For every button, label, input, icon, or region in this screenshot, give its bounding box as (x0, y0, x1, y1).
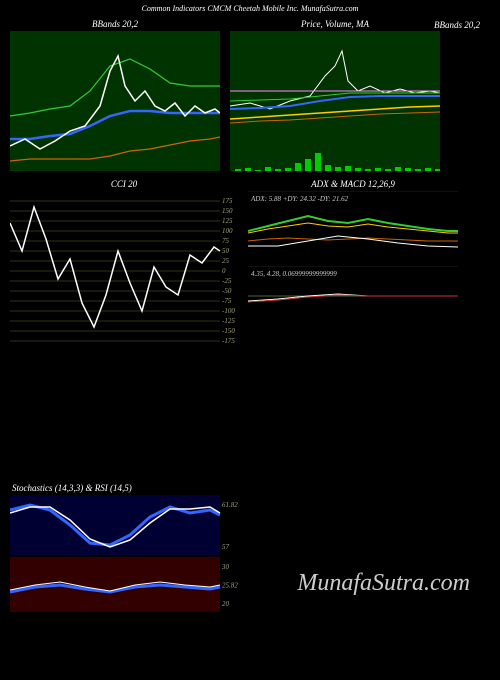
price-ma-panel: Price, Volume, MA (230, 17, 440, 171)
svg-text:61.82: 61.82 (222, 501, 238, 509)
cci-title: CCI 20 (10, 177, 238, 191)
bbands-title: BBands 20,2 (10, 17, 220, 31)
svg-text:0: 0 (222, 267, 226, 275)
svg-text:4.35, 4.28, 0.06999999999999: 4.35, 4.28, 0.06999999999999 (251, 270, 337, 278)
svg-text:ADX: 5.88 +DY: 24.32 -DY: 21: ADX: 5.88 +DY: 24.32 -DY: 21.62 (250, 195, 349, 203)
svg-text:25: 25 (222, 257, 230, 265)
svg-text:75: 75 (222, 237, 230, 245)
adx-title: ADX & MACD 12,26,9 (248, 177, 458, 191)
svg-text:-150: -150 (222, 327, 235, 335)
stochastics-chart-1: 61.82 57 (10, 495, 238, 555)
svg-text:-50: -50 (222, 287, 232, 295)
cci-chart: 175 150 125 100 75 50 25 0 -25 -50 -75 -100 -125 -150… (10, 191, 238, 351)
svg-text:-175: -175 (222, 337, 235, 345)
row-3: 61.82 57 30 25.82 20 (0, 495, 500, 612)
page-title: Common Indicators CMCM Cheetah Mobile In… (0, 0, 500, 17)
bbands-chart (10, 31, 220, 171)
svg-text:57: 57 (222, 543, 230, 551)
stochastics-chart-2: 30 25.82 20 (10, 557, 238, 612)
svg-text:25.82: 25.82 (222, 582, 238, 590)
spacer (0, 351, 500, 481)
svg-text:175: 175 (222, 197, 233, 205)
price-ma-chart (230, 31, 440, 171)
row-2: CCI 20 175 150 125 100 75 50 25 0 -25 -50 -75 -100 -… (0, 177, 500, 351)
cci-panel: CCI 20 175 150 125 100 75 50 25 0 -25 -50 -75 -100 -… (10, 177, 238, 351)
svg-text:-125: -125 (222, 317, 235, 325)
svg-text:150: 150 (222, 207, 233, 215)
row-1: BBands 20,2 Price, Volume, MA (0, 17, 500, 171)
adx-macd-panel: ADX & MACD 12,26,9 ADX: 5.88 +DY: 24.32 … (248, 177, 458, 351)
svg-text:-75: -75 (222, 297, 232, 305)
bbands-panel: BBands 20,2 (10, 17, 220, 171)
svg-text:30: 30 (221, 563, 230, 571)
adx-chart: ADX: 5.88 +DY: 24.32 -DY: 21.62 (248, 191, 458, 266)
price-ma-title: Price, Volume, MA (230, 17, 440, 31)
right-bands-label: BBands 20,2 (434, 18, 480, 32)
svg-text:-100: -100 (222, 307, 235, 315)
svg-text:125: 125 (222, 217, 233, 225)
svg-text:50: 50 (222, 247, 230, 255)
svg-text:20: 20 (222, 600, 230, 608)
svg-text:100: 100 (222, 227, 233, 235)
macd-chart: 4.35, 4.28, 0.06999999999999 (248, 266, 458, 326)
stochastics-header: Stochastics (14,3,3) & RSI (14,5) (0, 481, 500, 495)
svg-text:-25: -25 (222, 277, 232, 285)
